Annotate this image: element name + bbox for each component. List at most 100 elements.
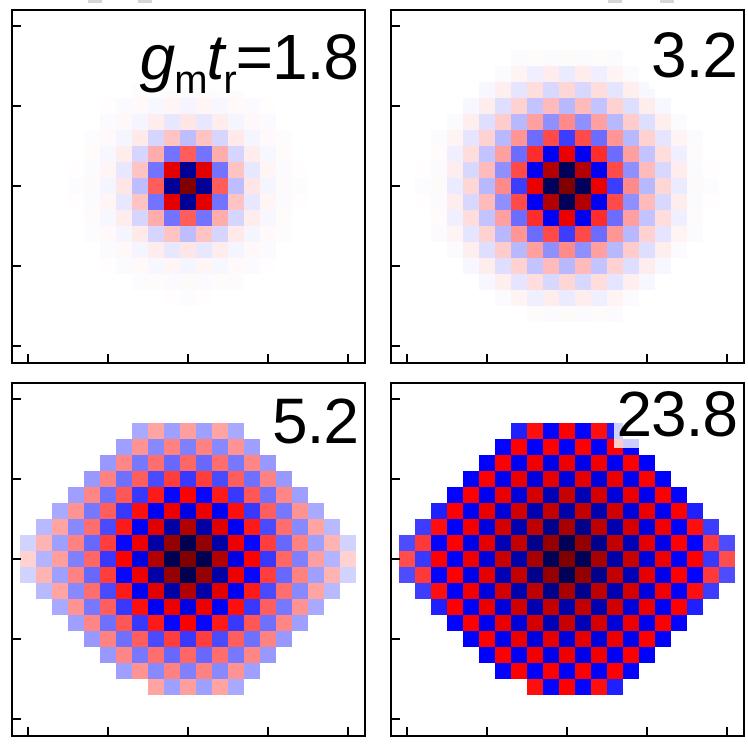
heatmap-cell <box>52 567 68 583</box>
heatmap-cell <box>575 66 591 82</box>
heatmap-cell <box>559 162 575 178</box>
heatmap-cell <box>543 631 559 647</box>
heatmap-cell <box>132 226 148 242</box>
x-axis-tick <box>187 727 189 735</box>
heatmap-cell <box>463 631 479 647</box>
heatmap-cell <box>148 242 164 258</box>
heatmap-cell <box>132 583 148 599</box>
heatmap-cell <box>116 146 132 162</box>
heatmap-cell <box>575 306 591 322</box>
heatmap-cell <box>559 290 575 306</box>
heatmap-cell <box>292 583 308 599</box>
heatmap-cell <box>463 567 479 583</box>
heatmap-cell <box>68 567 84 583</box>
heatmap-cell <box>116 487 132 503</box>
heatmap-cell <box>623 210 639 226</box>
heatmap-cell <box>559 567 575 583</box>
x-axis-tick <box>347 727 349 735</box>
heatmap-cell <box>527 519 543 535</box>
heatmap-cell <box>671 519 687 535</box>
heatmap-cell <box>100 114 116 130</box>
heatmap-cell <box>511 647 527 663</box>
heatmap-cell <box>671 242 687 258</box>
heatmap-cell <box>527 274 543 290</box>
heatmap-cell <box>703 583 719 599</box>
heatmap-cell <box>244 535 260 551</box>
heatmap-cell <box>164 567 180 583</box>
heatmap-cell <box>639 551 655 567</box>
x-axis-tick <box>726 354 728 362</box>
heatmap-cell <box>415 551 431 567</box>
heatmap-cell <box>479 599 495 615</box>
heatmap-cell <box>511 82 527 98</box>
heatmap-cell <box>575 290 591 306</box>
heatmap-cell <box>639 146 655 162</box>
heatmap-cell <box>228 439 244 455</box>
heatmap-cell <box>527 306 543 322</box>
heatmap-cell <box>196 423 212 439</box>
heatmap-cell <box>511 615 527 631</box>
cropped-text-remnant <box>138 0 152 3</box>
heatmap-cell <box>228 98 244 114</box>
heatmap-cell <box>244 258 260 274</box>
heatmap-cell <box>84 519 100 535</box>
heatmap-cell <box>719 551 735 567</box>
heatmap-cell <box>244 551 260 567</box>
heatmap-cell <box>495 519 511 535</box>
heatmap-cell <box>260 242 276 258</box>
heatmap-cell <box>671 503 687 519</box>
heatmap-cell <box>20 567 36 583</box>
heatmap-cell <box>415 583 431 599</box>
heatmap-cell <box>180 455 196 471</box>
heatmap-cell <box>543 423 559 439</box>
heatmap-cell <box>543 114 559 130</box>
heatmap-cell <box>212 423 228 439</box>
heatmap-cell <box>559 487 575 503</box>
heatmap-cell <box>228 210 244 226</box>
heatmap-cell <box>276 210 292 226</box>
heatmap-cell <box>655 130 671 146</box>
heatmap-cell <box>543 82 559 98</box>
heatmap-cell <box>180 178 196 194</box>
heatmap-cell <box>196 130 212 146</box>
heatmap-cell <box>559 194 575 210</box>
heatmap-cell <box>447 162 463 178</box>
heatmap-cell <box>276 631 292 647</box>
heatmap-cell <box>623 146 639 162</box>
heatmap-cell <box>623 471 639 487</box>
heatmap-cell <box>20 551 36 567</box>
heatmap-cell <box>655 178 671 194</box>
heatmap-cell <box>463 226 479 242</box>
heatmap-cell <box>687 503 703 519</box>
heatmap-cell <box>543 551 559 567</box>
heatmap-cell <box>495 615 511 631</box>
heatmap-cell <box>212 519 228 535</box>
panel-label: 23.8 <box>614 384 739 448</box>
heatmap-cell <box>68 178 84 194</box>
heatmap-cell <box>180 631 196 647</box>
heatmap-cell <box>559 306 575 322</box>
heatmap-cell <box>164 194 180 210</box>
heatmap-cell <box>607 178 623 194</box>
heatmap-cell <box>431 567 447 583</box>
heatmap-cell <box>543 258 559 274</box>
heatmap-cell <box>511 50 527 66</box>
heatmap-cell <box>479 535 495 551</box>
y-axis-tick <box>13 638 21 640</box>
heatmap-cell <box>164 226 180 242</box>
heatmap-cell <box>575 663 591 679</box>
heatmap-cell <box>260 567 276 583</box>
heatmap-cell <box>132 194 148 210</box>
heatmap-cell <box>260 162 276 178</box>
heatmap-cell <box>20 535 36 551</box>
heatmap-cell <box>479 162 495 178</box>
heatmap-cell <box>68 551 84 567</box>
heatmap-cell <box>260 146 276 162</box>
heatmap-cell <box>511 519 527 535</box>
heatmap-cell <box>479 82 495 98</box>
heatmap-cell <box>260 647 276 663</box>
heatmap-cell <box>260 631 276 647</box>
heatmap-cell <box>479 487 495 503</box>
heatmap-cell <box>260 178 276 194</box>
heatmap-cell <box>100 194 116 210</box>
